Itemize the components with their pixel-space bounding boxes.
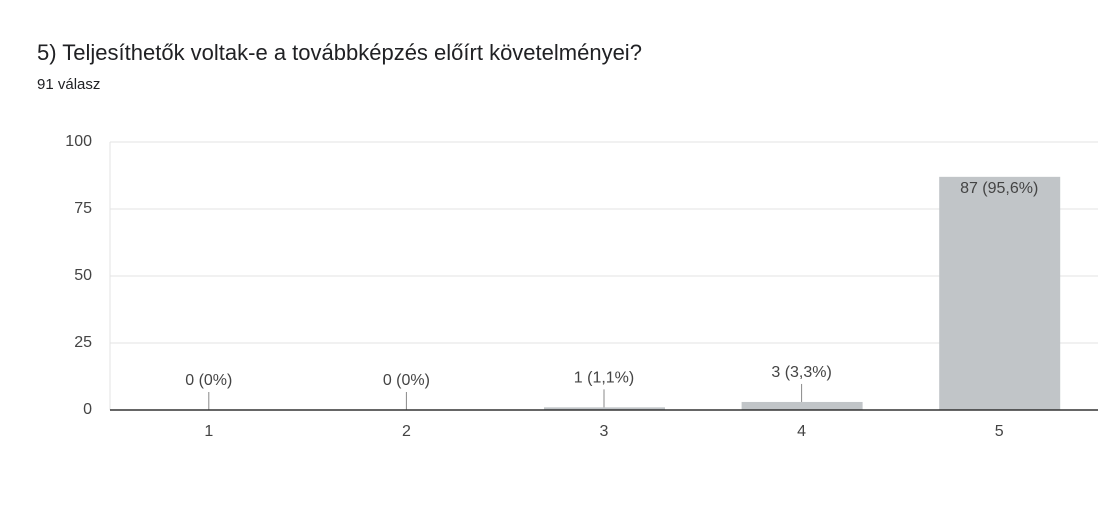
x-tick-label: 1 [204,423,213,440]
y-tick-label: 100 [65,133,92,150]
bar [741,401,863,410]
bar [939,176,1061,410]
value-label: 3 (3,3%) [771,364,831,381]
bar [544,407,665,410]
value-label: 1 (1,1%) [574,370,634,387]
x-tick-label: 4 [797,423,806,440]
y-tick-label: 75 [74,200,92,217]
y-tick-label: 0 [83,401,92,418]
y-tick-label: 50 [74,267,92,284]
chart-subtitle: 91 válasz [37,76,100,93]
chart-title: 5) Teljesíthetők voltak-e a továbbképzés… [37,40,642,65]
y-tick-label: 25 [74,334,92,351]
x-tick-label: 5 [995,423,1004,440]
x-tick-label: 2 [402,423,411,440]
value-label: 87 (95,6%) [960,180,1038,197]
value-label: 0 (0%) [185,372,232,389]
x-tick-label: 3 [600,423,609,440]
value-label: 0 (0%) [383,372,430,389]
